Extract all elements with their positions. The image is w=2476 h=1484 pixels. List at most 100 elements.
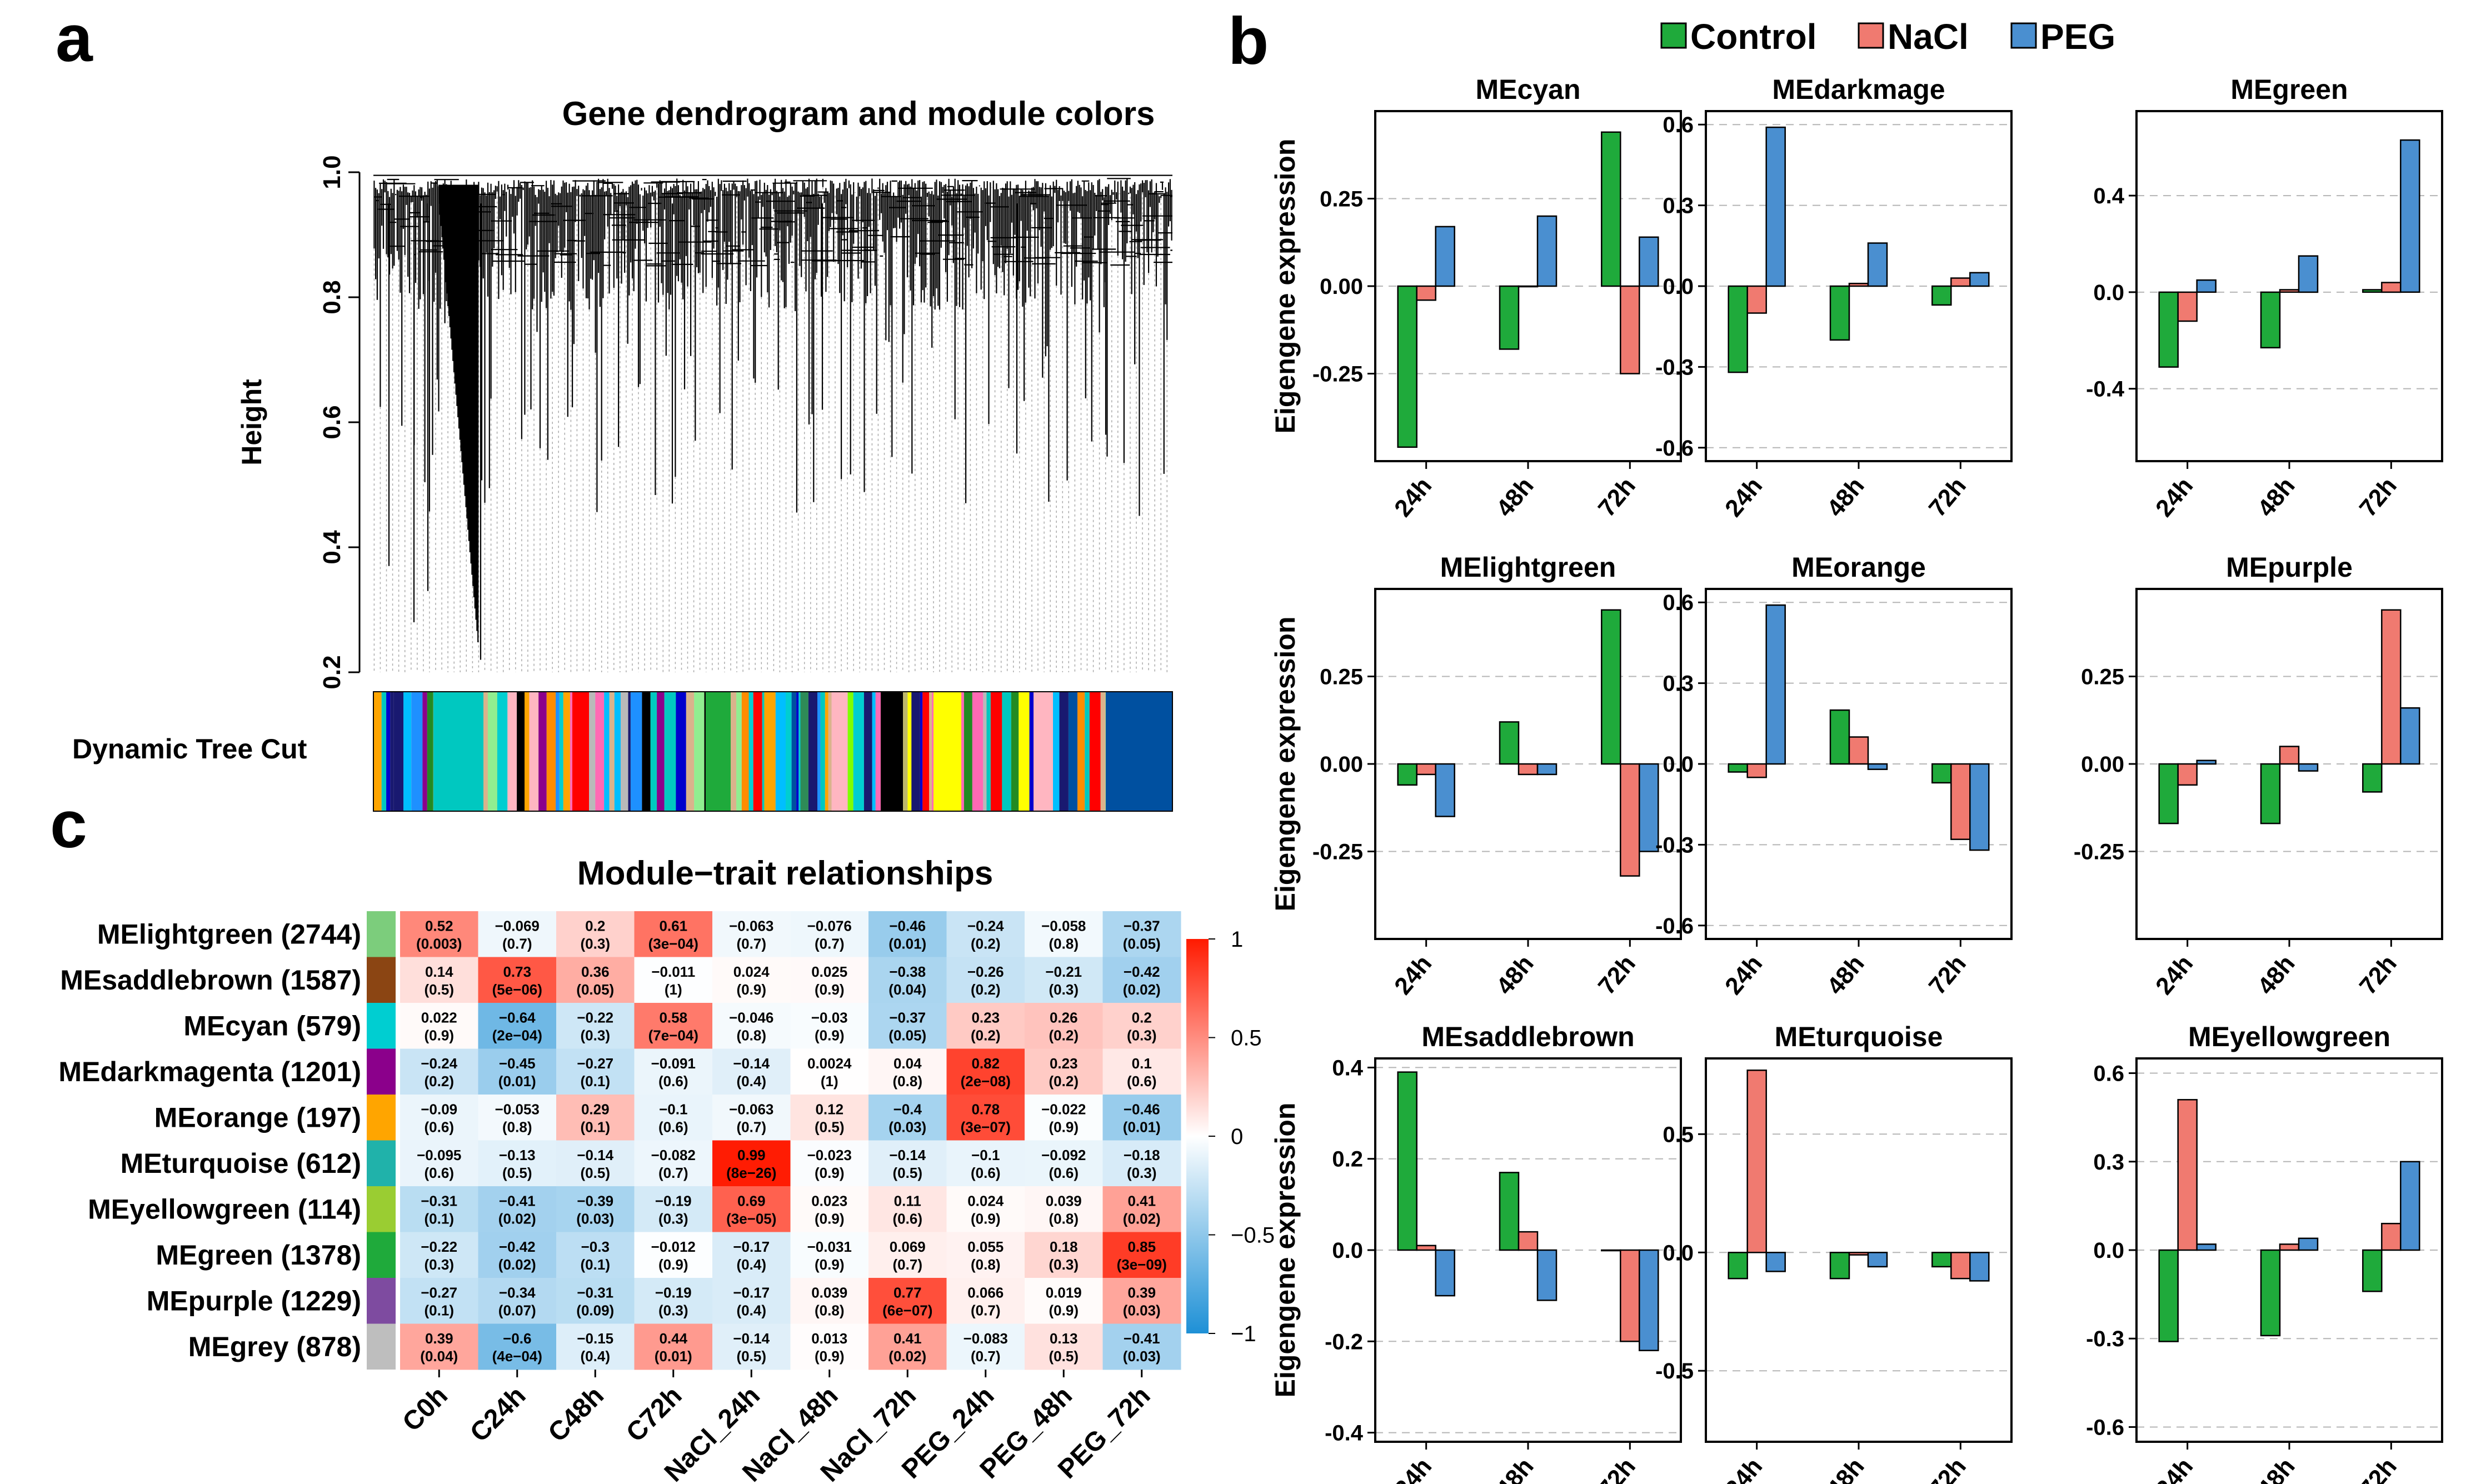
heatmap-column-label: C0h: [397, 1381, 453, 1437]
heatmap-cell-p: (6e−07): [882, 1302, 932, 1318]
bar-control-48h: [1829, 285, 1850, 341]
bar-nacl-72h: [1950, 277, 1971, 287]
heatmap-cell-p: (0.7): [658, 1165, 688, 1181]
heatmap-cell-r: 0.69: [737, 1192, 766, 1209]
heatmap-cell-p: (1): [821, 1073, 838, 1090]
heatmap-cell-p: (0.8): [737, 1027, 766, 1043]
bar-peg-72h: [1969, 763, 1990, 851]
heatmap-cell-p: (0.4): [737, 1073, 766, 1090]
chart-title: MEorange: [1791, 552, 1926, 583]
x-tick-label: 72h: [1593, 950, 1641, 1000]
heatmap-cell: [556, 957, 635, 1003]
bar-control-72h: [1601, 1249, 1621, 1252]
y-tick-label: 0.00: [2081, 752, 2124, 777]
bar-control-72h: [1931, 285, 1952, 306]
heatmap-cell: [556, 1048, 635, 1095]
module-color-band: [847, 692, 853, 811]
bar-control-48h: [2260, 291, 2281, 349]
heatmap-cell-p: (0.05): [576, 981, 614, 998]
y-tick-label: 0.0: [2093, 1238, 2124, 1263]
x-tick-label: 48h: [2252, 1453, 2300, 1484]
heatmap-cell: [556, 1323, 635, 1370]
heatmap-cell: [868, 1323, 947, 1370]
heatmap-cell-p: (4e−04): [492, 1348, 542, 1365]
heatmap-cell: [556, 1232, 635, 1278]
module-color-band: [517, 692, 525, 811]
heatmap-row-label: MEgreen (1378): [156, 1240, 361, 1271]
heatmap-cell-r: −0.058: [1041, 917, 1086, 934]
y-tick-label: 0.25: [2081, 665, 2124, 689]
bar-peg-24h: [1765, 1252, 1786, 1272]
heatmap-cell-r: 0.039: [1046, 1192, 1082, 1209]
heatmap-cell: [634, 1003, 713, 1049]
heatmap-cell: [634, 1323, 713, 1370]
heatmap-cell-r: −0.26: [967, 963, 1004, 980]
heatmap-cell-r: −0.031: [807, 1238, 852, 1255]
bar-peg-24h: [1435, 763, 1455, 817]
heatmap-cell-p: (0.3): [1049, 981, 1079, 998]
heatmap-row-color: [367, 1048, 396, 1095]
heatmap-cell: [1025, 1232, 1103, 1278]
module-color-band: [791, 692, 797, 811]
x-tick-label: 72h: [1924, 472, 1971, 522]
dendrogram-tick-label: 0.8: [318, 280, 346, 314]
heatmap-cell: [634, 1232, 713, 1278]
heatmap-cell-r: −0.42: [499, 1238, 536, 1255]
bar-control-24h: [1397, 763, 1417, 786]
bar-control-24h: [1728, 763, 1748, 773]
module-color-band: [650, 692, 657, 811]
bar-control-24h: [2158, 1249, 2179, 1342]
color-strip-border: [373, 691, 1173, 812]
heatmap-cell-p: (0.5): [893, 1165, 922, 1181]
heatmap-cell: [712, 1278, 791, 1324]
y-tick-label: 0.3: [1663, 672, 1694, 696]
heatmap-cell-p: (0.03): [1123, 1348, 1161, 1365]
heatmap-cell-p: (0.2): [1049, 1073, 1079, 1090]
dendrogram-tree: [373, 174, 1172, 672]
heatmap-cell: [634, 911, 713, 957]
heatmap-cell: [868, 1278, 947, 1324]
heatmap-cell: [712, 1186, 791, 1232]
bar-peg-48h: [2298, 763, 2319, 772]
x-tick-label: 24h: [1389, 1453, 1437, 1484]
heatmap-cell-r: −0.27: [577, 1055, 613, 1072]
heatmap-cell: [946, 1095, 1025, 1141]
dendrogram-y-label: Height: [236, 379, 267, 466]
module-trait-heatmap: Module−trait relationships MElightgreen …: [58, 855, 1275, 1484]
bar-peg-48h: [2298, 1237, 2319, 1251]
heatmap-cell-p: (0.8): [893, 1073, 922, 1090]
heatmap-cell-r: 0.77: [893, 1284, 922, 1301]
heatmap-cell: [1102, 1048, 1181, 1095]
bar-peg-48h: [1536, 215, 1558, 287]
heatmap-cell-p: (0.01): [1123, 1118, 1161, 1135]
x-tick-label: 24h: [1389, 950, 1437, 1000]
module-color-band: [525, 692, 530, 811]
module-color-band: [762, 692, 765, 811]
bar-nacl-48h: [1848, 1252, 1869, 1256]
heatmap-cell-r: −0.091: [651, 1055, 696, 1072]
heatmap-cell: [400, 911, 478, 957]
bar-nacl-24h: [1416, 763, 1436, 776]
heatmap-cell-r: −0.011: [651, 963, 695, 980]
x-tick-label: 72h: [2354, 472, 2402, 522]
panel-letter-c: c: [50, 787, 87, 862]
heatmap-cell: [478, 1232, 557, 1278]
heatmap-cell: [478, 1048, 557, 1095]
heatmap-cell: [712, 1232, 791, 1278]
heatmap-cell: [946, 911, 1025, 957]
dendrogram-title: Gene dendrogram and module colors: [562, 95, 1155, 132]
x-tick-label: 24h: [2150, 950, 2198, 1000]
heatmap-cell-p: (0.02): [498, 1210, 536, 1227]
bar-chart-MEdarkmage: MEdarkmage -0.6 -0.3 0.0 0.3 0.6 24h 48h 72h: [1655, 74, 2013, 522]
heatmap-cell: [478, 1095, 557, 1141]
bar-chart-MEsaddlebrown: MEsaddlebrown Eigengene expression -0.4 -0.…: [1270, 1021, 1682, 1484]
chart-title: MEsaddlebrown: [1421, 1021, 1634, 1052]
module-color-band: [381, 692, 387, 811]
heatmap-cell-p: (0.8): [971, 1256, 1000, 1273]
module-color-band: [628, 692, 631, 811]
module-color-band: [390, 692, 394, 811]
heatmap-cell-p: (0.9): [971, 1210, 1000, 1227]
x-tick-label: 72h: [1924, 1453, 1971, 1484]
dendrogram-leaf-guides: [373, 186, 1168, 672]
colorbar-tick-label: −1: [1231, 1322, 1256, 1346]
